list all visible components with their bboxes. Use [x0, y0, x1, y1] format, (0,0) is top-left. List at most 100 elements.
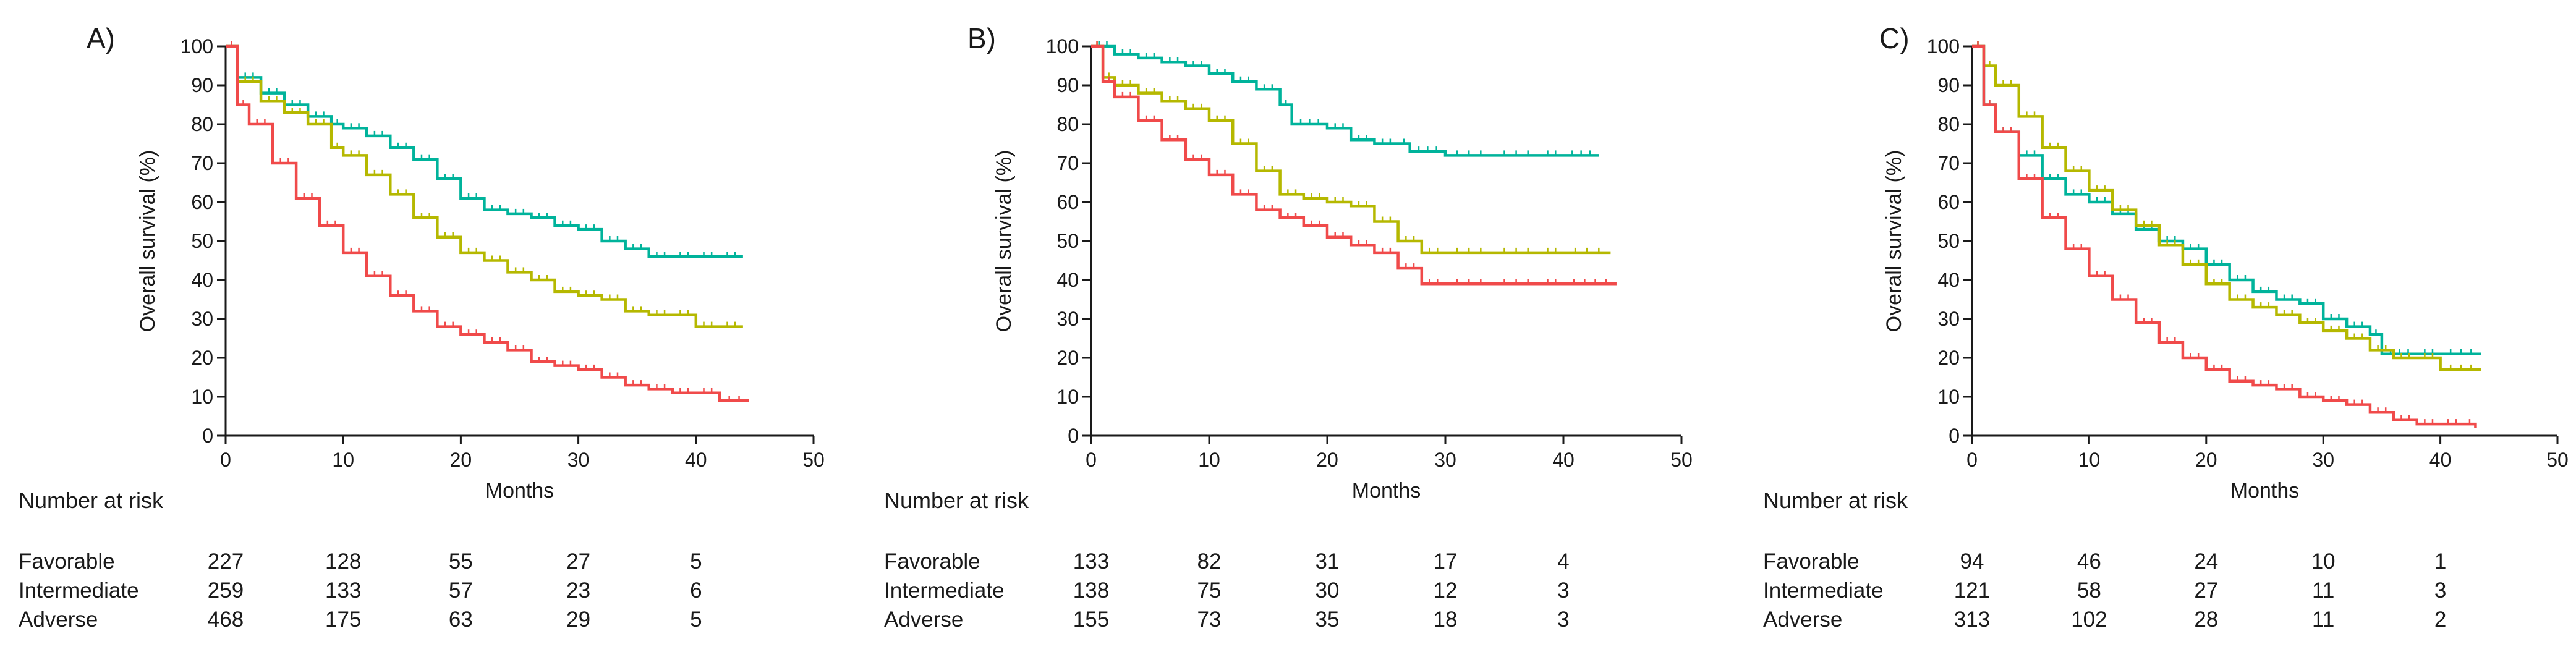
risk-count: 175 — [325, 608, 361, 632]
x-tick-label: 30 — [2312, 449, 2334, 471]
y-tick-label: 70 — [191, 152, 213, 174]
x-tick-label: 40 — [2429, 449, 2452, 471]
x-tick-label: 20 — [450, 449, 472, 471]
x-tick-label: 40 — [1552, 449, 1575, 471]
x-tick-label: 10 — [332, 449, 354, 471]
risk-count: 259 — [208, 578, 244, 603]
series-line-intermediate — [1091, 44, 1611, 255]
y-tick-label: 70 — [1056, 152, 1079, 174]
risk-count: 30 — [1316, 578, 1340, 603]
risk-count: 23 — [566, 578, 590, 603]
risk-count: 31 — [1316, 549, 1340, 574]
risk-count: 227 — [208, 549, 244, 574]
x-tick-label: 20 — [2195, 449, 2217, 471]
risk-count: 12 — [1434, 578, 1458, 603]
risk-count: 3 — [1557, 608, 1569, 632]
x-tick-label: 30 — [1434, 449, 1456, 471]
y-tick-label: 90 — [191, 74, 213, 96]
risk-row-label: Intermediate — [1763, 578, 1884, 603]
y-tick-label: 10 — [191, 386, 213, 408]
x-axis-title: Months — [485, 479, 555, 502]
risk-row-label: Adverse — [1763, 608, 1842, 632]
panel-label: B) — [967, 22, 996, 54]
risk-count: 128 — [325, 549, 361, 574]
x-tick-label: 10 — [1198, 449, 1220, 471]
y-tick-label: 0 — [1949, 425, 1960, 447]
risk-count: 57 — [449, 578, 473, 603]
y-tick-label: 40 — [1937, 269, 1960, 291]
risk-row-label: Favorable — [1763, 549, 1860, 574]
x-tick-label: 0 — [1086, 449, 1097, 471]
risk-count: 2 — [2434, 608, 2446, 632]
risk-count: 313 — [1954, 608, 1990, 632]
y-tick-label: 40 — [191, 269, 213, 291]
risk-count: 102 — [2071, 608, 2107, 632]
risk-count: 17 — [1434, 549, 1458, 574]
y-tick-label: 90 — [1937, 74, 1960, 96]
x-axis-title: Months — [2230, 479, 2300, 502]
y-tick-label: 50 — [1937, 230, 1960, 252]
series-line-intermediate — [226, 44, 743, 328]
y-tick-label: 80 — [1937, 113, 1960, 135]
risk-count: 28 — [2194, 608, 2218, 632]
x-tick-label: 0 — [1966, 449, 1978, 471]
risk-row-label: Intermediate — [884, 578, 1005, 603]
y-tick-label: 20 — [191, 347, 213, 369]
risk-table-title: Number at risk — [1763, 488, 1908, 513]
series-line-adverse — [1972, 44, 2477, 428]
risk-count: 3 — [1557, 578, 1569, 603]
risk-count: 75 — [1197, 578, 1222, 603]
risk-count: 27 — [2194, 578, 2218, 603]
risk-count: 58 — [2077, 578, 2101, 603]
y-tick-label: 80 — [191, 113, 213, 135]
y-tick-label: 60 — [191, 191, 213, 213]
y-tick-label: 20 — [1056, 347, 1079, 369]
y-tick-label: 0 — [202, 425, 213, 447]
series-line-intermediate — [1972, 44, 2481, 371]
risk-count: 63 — [449, 608, 473, 632]
risk-count: 5 — [690, 608, 702, 632]
risk-count: 73 — [1197, 608, 1222, 632]
y-tick-label: 50 — [1056, 230, 1079, 252]
risk-table-title: Number at risk — [884, 488, 1029, 513]
risk-count: 468 — [208, 608, 244, 632]
chart-panel-1: A) 0 10 20 30 40 50 60 70 80 90 100 0 10 20 30 40 50 Month… — [19, 22, 825, 632]
y-tick-label: 30 — [1937, 308, 1960, 330]
risk-count: 35 — [1316, 608, 1340, 632]
y-tick-label: 30 — [1056, 308, 1079, 330]
risk-count: 94 — [1960, 549, 1984, 574]
y-tick-label: 90 — [1056, 74, 1079, 96]
y-tick-label: 50 — [191, 230, 213, 252]
x-axis-title: Months — [1352, 479, 1421, 502]
risk-row-label: Adverse — [19, 608, 98, 632]
risk-row-label: Adverse — [884, 608, 963, 632]
series-line-adverse — [1091, 44, 1617, 286]
series-line-favorable — [226, 44, 743, 258]
y-tick-label: 10 — [1937, 386, 1960, 408]
series-line-favorable — [1972, 44, 2481, 355]
y-axis-title: Overall survival (%) — [992, 150, 1016, 332]
y-tick-label: 40 — [1056, 269, 1079, 291]
y-tick-label: 80 — [1056, 113, 1079, 135]
panel-label: C) — [1879, 22, 1910, 54]
x-tick-label: 50 — [1670, 449, 1693, 471]
x-tick-label: 50 — [2546, 449, 2569, 471]
risk-count: 82 — [1197, 549, 1222, 574]
y-tick-label: 70 — [1937, 152, 1960, 174]
x-tick-label: 0 — [220, 449, 231, 471]
y-axis-title: Overall survival (%) — [1882, 150, 1906, 332]
x-tick-label: 30 — [567, 449, 590, 471]
x-tick-label: 40 — [685, 449, 707, 471]
y-tick-label: 0 — [1068, 425, 1079, 447]
risk-row-label: Intermediate — [19, 578, 139, 603]
risk-count: 10 — [2311, 549, 2336, 574]
risk-count: 4 — [1557, 549, 1569, 574]
risk-count: 55 — [449, 549, 473, 574]
risk-count: 155 — [1073, 608, 1109, 632]
y-tick-label: 60 — [1056, 191, 1079, 213]
risk-count: 24 — [2194, 549, 2218, 574]
y-tick-label: 10 — [1056, 386, 1079, 408]
risk-count: 121 — [1954, 578, 1990, 603]
risk-count: 18 — [1434, 608, 1458, 632]
